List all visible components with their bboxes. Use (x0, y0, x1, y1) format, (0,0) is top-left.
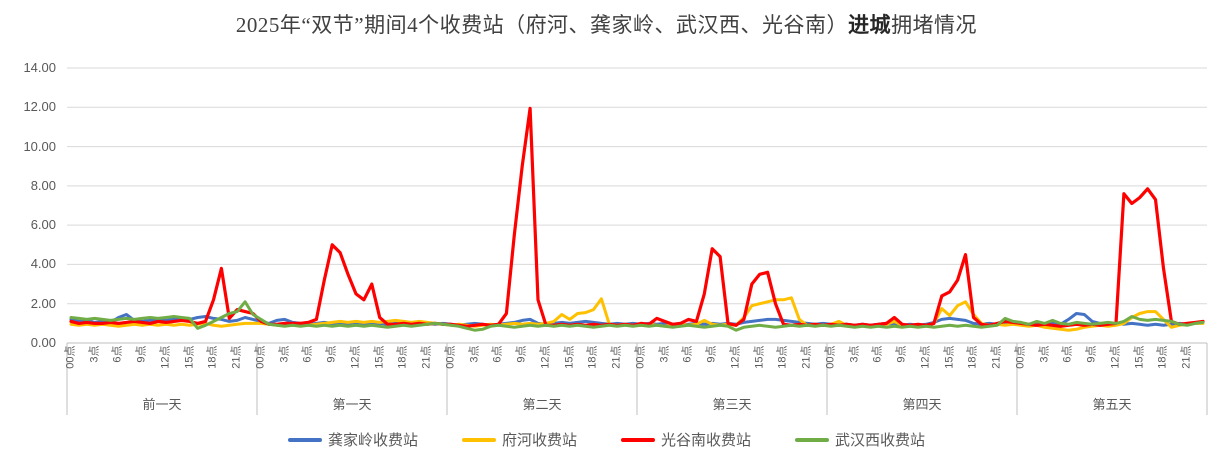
legend-label: 府河收费站 (501, 433, 577, 449)
x-hour-tick-label: 12点 (919, 345, 932, 369)
x-hour-tick-label: 18点 (1156, 345, 1169, 369)
x-hour-tick-label: 3点 (658, 345, 671, 363)
x-day-label: 第三天 (712, 397, 752, 412)
x-hour-tick-label: 6点 (871, 345, 884, 363)
x-hour-tick-label: 6点 (111, 345, 124, 363)
legend-item: 光谷南收费站 (621, 429, 751, 450)
x-hour-tick-label: 15点 (373, 345, 386, 369)
x-day-label: 第一天 (332, 397, 372, 412)
legend-item: 龚家岭收费站 (287, 429, 418, 450)
x-hour-tick-label: 21点 (230, 345, 243, 369)
x-hour-tick-label: 9点 (135, 345, 148, 363)
legend-line-swatch-icon (287, 437, 322, 442)
x-hour-tick-label: 00点 (254, 345, 267, 369)
x-hour-tick-label: 15点 (183, 345, 196, 369)
x-hour-tick-label: 18点 (966, 345, 979, 369)
series-line-3 (69, 106, 1205, 328)
y-tick-label: 4.00 (30, 256, 56, 272)
chart-title-emphasis: 进城 (848, 13, 892, 37)
x-hour-tick-label: 00点 (824, 345, 837, 369)
y-tick-label: 10.00 (23, 138, 56, 154)
y-tick-label: 14.00 (23, 60, 56, 75)
x-hour-tick-label: 3点 (1038, 345, 1051, 363)
x-hour-tick-label: 21点 (800, 345, 813, 369)
legend-label: 光谷南收费站 (661, 433, 752, 449)
series-line-4 (69, 300, 1205, 332)
legend-item: 武汉西收费站 (795, 429, 925, 450)
x-hour-tick-label: 15点 (753, 345, 766, 369)
x-day-label: 第四天 (902, 397, 942, 412)
legend-label: 武汉西收费站 (835, 433, 926, 449)
x-hour-tick-label: 9点 (515, 345, 528, 363)
y-tick-label: 8.00 (30, 177, 56, 193)
x-day-label: 前一天 (142, 397, 182, 412)
x-hour-tick-label: 15点 (1133, 345, 1146, 369)
x-hour-tick-label: 9点 (705, 345, 718, 363)
legend-label: 龚家岭收费站 (327, 433, 418, 449)
chart-title-part3: 拥堵情况 (891, 13, 978, 37)
legend: 龚家岭收费站 府河收费站 光谷南收费站 武汉西收费站 (0, 429, 1213, 450)
y-tick-label: 12.00 (23, 99, 56, 115)
x-hour-tick-label: 15点 (563, 345, 576, 369)
x-hour-tick-label: 6点 (491, 345, 504, 363)
x-hour-tick-label: 3点 (278, 345, 291, 363)
x-hour-tick-label: 12点 (349, 345, 362, 369)
x-hour-tick-label: 9点 (325, 345, 338, 363)
chart-title-part1: 2025年“双节”期间4个收费站（府河、龚家岭、武汉西、光谷南） (235, 13, 849, 37)
x-hour-tick-label: 15点 (943, 345, 956, 369)
x-hour-tick-label: 18点 (776, 345, 789, 369)
x-hour-tick-label: 3点 (848, 345, 861, 363)
x-hour-tick-label: 21点 (610, 345, 623, 369)
legend-line-swatch-icon (461, 437, 496, 442)
x-hour-tick-label: 00点 (634, 345, 647, 369)
legend-item: 府河收费站 (461, 429, 577, 450)
x-hour-tick-label: 3点 (88, 345, 101, 363)
x-hour-tick-label: 9点 (1085, 345, 1098, 363)
legend-line-swatch-icon (795, 437, 830, 442)
chart-title: 2025年“双节”期间4个收费站（府河、龚家岭、武汉西、光谷南）进城拥堵情况 (0, 10, 1213, 40)
x-hour-tick-label: 9点 (895, 345, 908, 363)
x-hour-tick-label: 6点 (301, 345, 314, 363)
x-hour-tick-label: 12点 (539, 345, 552, 369)
x-hour-tick-label: 18点 (396, 345, 409, 369)
x-hour-tick-label: 18点 (586, 345, 599, 369)
x-hour-tick-label: 00点 (444, 345, 457, 369)
x-hour-tick-label: 12点 (729, 345, 742, 369)
x-hour-tick-label: 12点 (159, 345, 172, 369)
y-tick-label: 2.00 (30, 295, 56, 311)
x-hour-tick-label: 00点 (64, 345, 77, 369)
y-tick-label: 0.00 (30, 335, 56, 350)
x-hour-tick-label: 21点 (1180, 345, 1193, 369)
y-tick-label: 6.00 (30, 217, 56, 233)
x-hour-tick-label: 21点 (420, 345, 433, 369)
x-hour-tick-label: 3点 (468, 345, 481, 363)
x-hour-tick-label: 12点 (1109, 345, 1122, 369)
x-hour-tick-label: 6点 (1061, 345, 1074, 363)
x-hour-tick-label: 00点 (1014, 345, 1027, 369)
legend-line-swatch-icon (621, 437, 655, 442)
x-hour-tick-label: 18点 (206, 345, 219, 369)
x-day-label: 第二天 (522, 397, 562, 412)
x-hour-tick-label: 6点 (681, 345, 694, 363)
x-hour-tick-label: 21点 (990, 345, 1003, 369)
x-day-label: 第五天 (1092, 397, 1132, 412)
